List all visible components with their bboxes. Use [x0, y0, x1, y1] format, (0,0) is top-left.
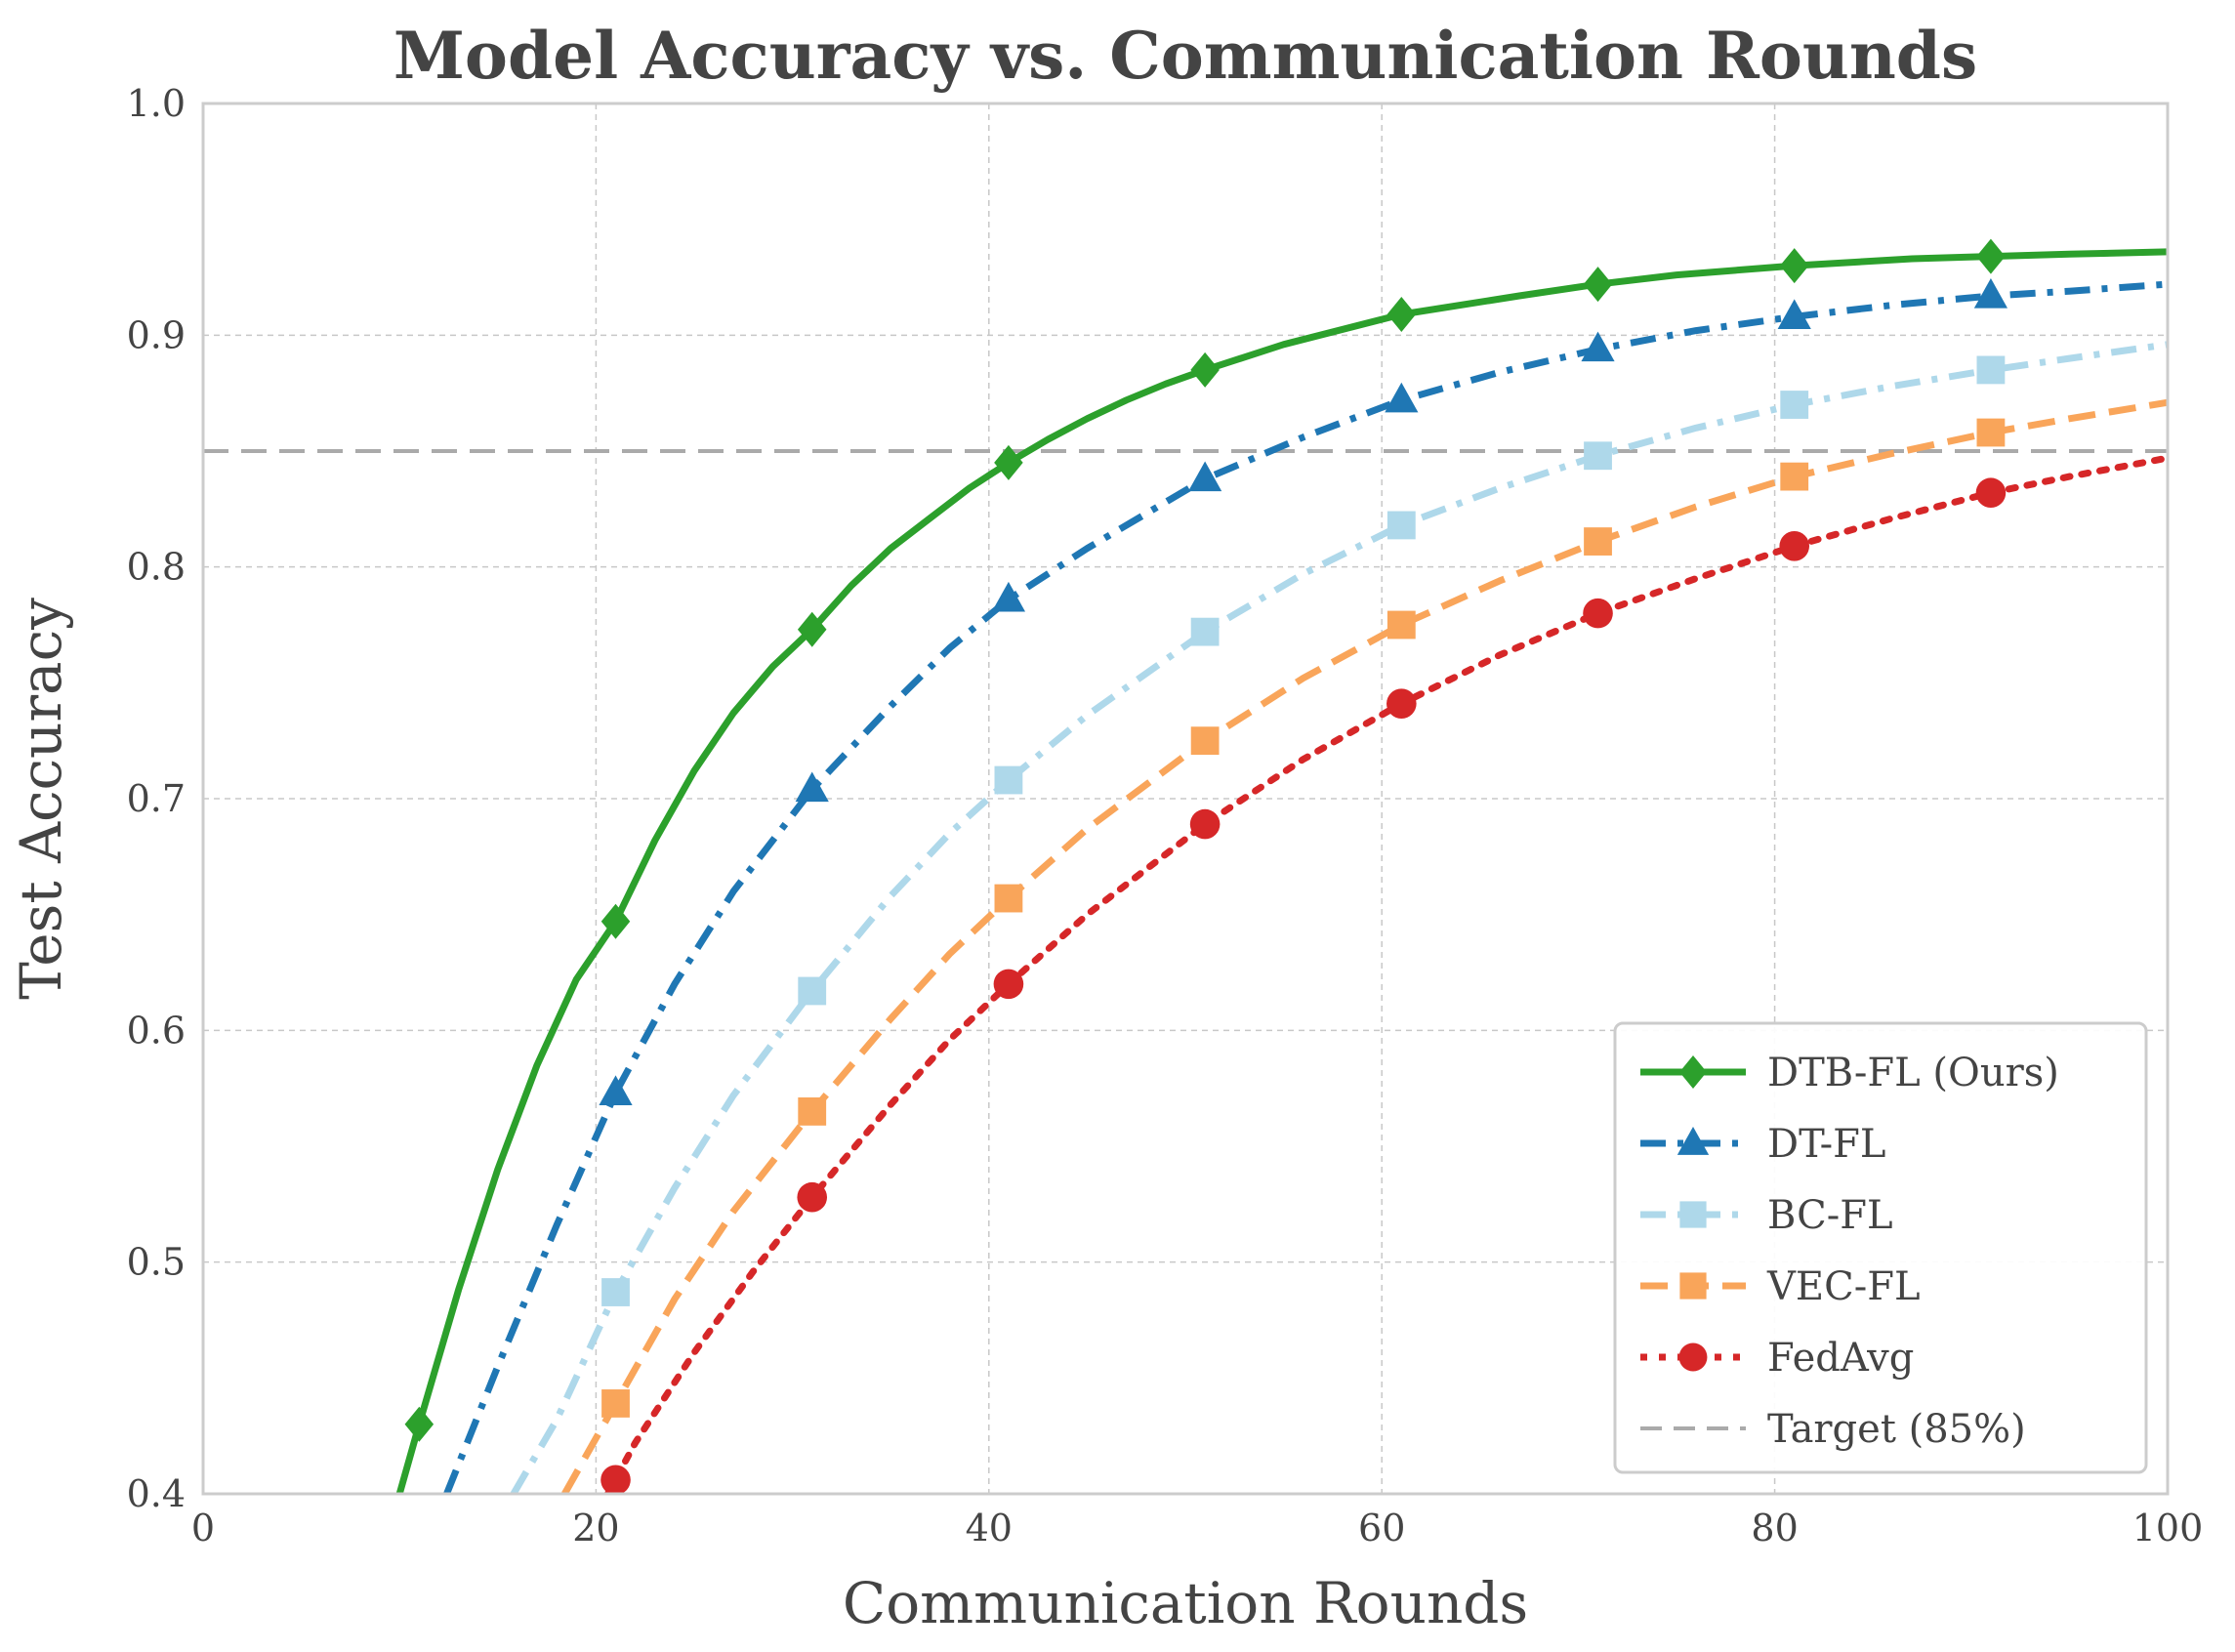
- legend-label-dtb-fl-ours: DTB-FL (Ours): [1767, 1051, 2059, 1095]
- data-point-fedavg: [797, 1181, 828, 1213]
- x-tick-label: 60: [1358, 1507, 1405, 1549]
- data-point-fedavg: [1779, 531, 1810, 561]
- data-point-dtb-fl-ours: [1190, 351, 1220, 388]
- x-tick-label: 20: [572, 1507, 619, 1549]
- series-line-bc-fl: [510, 341, 2168, 1494]
- data-point-dtb-fl-ours: [994, 444, 1023, 480]
- legend-label-bc-fl: BC-FL: [1767, 1193, 1893, 1238]
- tick-labels: 0 20 40 60 80 100 0.4 0.5 0.6 0.7 0.8 0.9 1.0: [127, 82, 2204, 1549]
- series-line-fedavg: [604, 454, 2168, 1494]
- legend-label-target-85: Target (85%): [1767, 1407, 2026, 1452]
- chart-title: Model Accuracy vs. Communication Rounds: [393, 18, 1977, 94]
- data-point-bc-fl: [1584, 441, 1612, 471]
- y-axis-label: Test Accuracy: [8, 598, 74, 1000]
- data-point-bc-fl: [1976, 355, 2006, 385]
- legend: DTB-FL (Ours) DT-FL BC-FL VEC-FL FedAvg Targe…: [1613, 1021, 2148, 1474]
- plot-frame: [201, 102, 2170, 1496]
- data-point-fedavg: [1189, 808, 1221, 840]
- x-tick-label: 80: [1751, 1507, 1798, 1549]
- y-tick-label: 0.4: [127, 1472, 186, 1515]
- legend-marker-dt-fl: [1676, 1127, 1710, 1155]
- data-point-vec-fl: [601, 1389, 630, 1418]
- data-point-vec-fl: [1780, 462, 1809, 491]
- data-point-vec-fl: [798, 1097, 827, 1126]
- data-point-vec-fl: [1584, 527, 1612, 556]
- y-tick-label: 0.5: [127, 1241, 186, 1284]
- data-point-vec-fl: [1976, 418, 2006, 447]
- data-point-dt-fl: [991, 581, 1026, 612]
- series-line-vec-fl: [561, 398, 2168, 1494]
- data-point-dtb-fl-ours: [404, 1406, 435, 1442]
- data-point-dtb-fl-ours: [1976, 238, 2006, 274]
- data-point-fedavg: [1975, 477, 2007, 509]
- series-line-dt-fl: [443, 280, 2168, 1494]
- x-tick-label: 0: [191, 1507, 215, 1549]
- data-point-bc-fl: [1387, 511, 1416, 540]
- data-point-dtb-fl-ours: [797, 611, 827, 647]
- data-point-vec-fl: [994, 884, 1023, 913]
- legend-label-vec-fl: VEC-FL: [1766, 1264, 1921, 1309]
- data-point-bc-fl: [1190, 617, 1220, 646]
- data-point-dt-fl: [1973, 277, 2008, 309]
- data-point-bc-fl: [994, 765, 1023, 795]
- y-tick-label: 0.8: [127, 546, 186, 589]
- legend-marker-bc-fl: [1679, 1201, 1707, 1228]
- legend-marker-dtb-fl-ours: [1679, 1055, 1707, 1089]
- legend-marker-vec-fl: [1679, 1272, 1707, 1300]
- data-point-dt-fl: [1188, 461, 1222, 492]
- data-point-fedavg: [993, 969, 1024, 1000]
- y-tick-label: 0.7: [127, 777, 186, 820]
- series-layer: [395, 238, 2168, 1494]
- legend-label-fedavg: FedAvg: [1767, 1336, 1914, 1381]
- data-point-bc-fl: [1780, 391, 1809, 419]
- x-axis-label: Communication Rounds: [843, 1570, 1528, 1636]
- x-tick-label: 40: [966, 1507, 1013, 1549]
- data-point-dtb-fl-ours: [600, 903, 631, 939]
- data-point-vec-fl: [1190, 726, 1220, 756]
- data-point-dt-fl: [1581, 331, 1615, 362]
- data-point-dtb-fl-ours: [1583, 267, 1613, 303]
- y-tick-label: 0.6: [127, 1009, 186, 1052]
- data-point-dtb-fl-ours: [1387, 296, 1417, 332]
- data-point-vec-fl: [1387, 610, 1416, 640]
- data-point-dt-fl: [599, 1075, 633, 1106]
- data-point-dt-fl: [1777, 299, 1811, 329]
- y-tick-label: 0.9: [127, 313, 186, 356]
- data-point-fedavg: [600, 1465, 631, 1494]
- data-point-fedavg: [1387, 688, 1417, 719]
- legend-box: [1613, 1021, 2148, 1474]
- legend-marker-fedavg: [1678, 1342, 1708, 1372]
- series-line-dtb-fl-ours: [395, 248, 2168, 1494]
- data-point-bc-fl: [798, 976, 827, 1006]
- data-point-dt-fl: [795, 771, 829, 803]
- data-point-dtb-fl-ours: [1779, 248, 1809, 284]
- data-point-bc-fl: [601, 1278, 630, 1306]
- data-point-dt-fl: [1385, 382, 1419, 413]
- y-tick-label: 1.0: [127, 82, 186, 125]
- data-point-fedavg: [1583, 598, 1613, 629]
- x-tick-label: 100: [2132, 1507, 2204, 1549]
- legend-label-dt-fl: DT-FL: [1767, 1122, 1885, 1167]
